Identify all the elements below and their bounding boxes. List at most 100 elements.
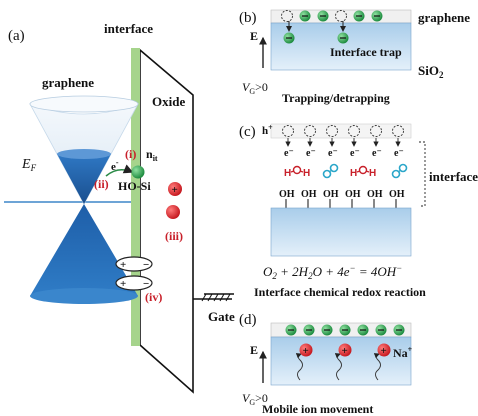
panel-d-label: (d): [239, 312, 257, 328]
electron-d-6: [375, 324, 387, 336]
electron-d-5: [357, 324, 369, 336]
hydroxyl-3: OH: [323, 189, 339, 200]
sodium-ion-3: +: [373, 343, 391, 381]
electron-b-1: [299, 10, 311, 22]
panel-b-label: (b): [239, 10, 257, 26]
gate-label: Gate: [208, 309, 235, 324]
panel-d: (d) + + + Na+ E V: [239, 312, 413, 416]
marker-ii: (ii): [94, 177, 109, 191]
hole-c-6: [392, 125, 404, 137]
dipole-2: + −: [115, 275, 153, 291]
marker-i: (i): [125, 147, 136, 161]
hole-c-5: [370, 125, 382, 137]
svg-text:+: +: [120, 278, 126, 290]
hydroxyl-2: OH: [301, 189, 317, 200]
svg-text:+: +: [381, 345, 387, 357]
electron-arrows-c: [285, 138, 401, 147]
detrapped-site-b-1: [281, 10, 293, 22]
efield-label-b: E: [250, 29, 258, 43]
oxide-ion-2: [166, 205, 180, 219]
svg-text:H: H: [303, 168, 310, 179]
electron-c-1: e⁻: [284, 148, 294, 159]
graphene-layer-c: [270, 123, 412, 139]
hole-row-c: [282, 125, 404, 137]
marker-iii: (iii): [165, 229, 183, 243]
graphene-label-b: graphene: [418, 10, 470, 25]
interface-label-c: interface: [429, 169, 478, 184]
trapped-electron-b-2: [337, 32, 349, 44]
svg-text:+: +: [120, 259, 126, 271]
hydroxyl-bonds: [285, 199, 397, 208]
hole-c-4: [348, 125, 360, 137]
electron-row-d: [285, 324, 405, 336]
detrapped-site-b-2: [335, 10, 347, 22]
trapped-electron-b-1: [283, 32, 295, 44]
interface-label-a: interface: [104, 21, 153, 36]
ef-label: EF: [21, 157, 37, 173]
hydroxyl-5: OH: [367, 189, 383, 200]
interface-trap-electron: [131, 165, 145, 179]
oxygen-molecule-1: [322, 163, 339, 179]
gate-ground-symbol: [193, 293, 234, 302]
oxide-ion-1: +: [168, 182, 182, 196]
hydroxyl-4: OH: [345, 189, 361, 200]
electron-label-a: e-: [111, 158, 119, 173]
electron-c-5: e⁻: [372, 148, 382, 159]
svg-text:−: −: [143, 278, 149, 290]
marker-iv: (iv): [145, 290, 162, 304]
hole-c-3: [326, 125, 338, 137]
caption-d: Mobile ion movement: [262, 402, 373, 416]
electron-d-2: [303, 324, 315, 336]
panel-c: (c) h+ e⁻ e⁻ e⁻ e⁻ e⁻ e⁻: [239, 123, 478, 299]
panel-b: (b) graphene Interface trap SiO2 E VG>0 …: [239, 9, 470, 105]
electron-c-4: e⁻: [350, 148, 360, 159]
electron-d-1: [285, 324, 297, 336]
vg-label-b: VG>0: [242, 80, 268, 96]
nit-label: nit: [146, 147, 158, 163]
oxide-slab-c: [270, 207, 412, 257]
svg-text:+: +: [342, 345, 348, 357]
electron-d-7: [393, 324, 405, 336]
svg-text:−: −: [143, 259, 149, 271]
electron-c-2: e⁻: [306, 148, 316, 159]
svg-text:H: H: [284, 168, 291, 179]
efield-label-d: E: [250, 343, 258, 357]
electron-b-3: [353, 10, 365, 22]
hole-c-1: [282, 125, 294, 137]
electron-c-3: e⁻: [328, 148, 338, 159]
hydroxyl-1: OH: [279, 189, 295, 200]
interface-strip: [131, 48, 140, 346]
electron-b-2: [317, 10, 329, 22]
graphene-label-a: graphene: [42, 75, 94, 90]
oxide-label: Oxide: [152, 94, 185, 109]
caption-c: Interface chemical redox reaction: [254, 285, 426, 299]
redox-equation: O2 + 2H2O + 4e− = 4OH−: [263, 263, 402, 281]
dirac-cone-lower: [30, 204, 138, 304]
electron-d-3: [321, 324, 333, 336]
dirac-cone-upper: [29, 95, 139, 205]
electron-d-4: [339, 324, 351, 336]
electron-transfer-arrow: [105, 164, 134, 177]
hydroxyl-row: OH OH OH OH OH OH: [279, 189, 405, 200]
vg-label-d: VG>0: [242, 391, 268, 407]
panel-a-label: (a): [8, 28, 25, 44]
svg-text:H: H: [350, 168, 357, 179]
water-molecule-1: H H: [284, 165, 310, 179]
dipole-1: + −: [115, 256, 153, 272]
hole-c-2: [304, 125, 316, 137]
sodium-ion-2: +: [334, 343, 352, 381]
panel-c-label: (c): [239, 124, 256, 140]
oxygen-molecule-2: [391, 163, 408, 179]
interface-bracket: [419, 141, 426, 207]
svg-text:+: +: [303, 345, 309, 357]
electron-b-4: [371, 10, 383, 22]
interface-trap-label: Interface trap: [330, 45, 402, 59]
panel-a: (a) interface graphene Oxide EF e- nit (…: [4, 21, 235, 394]
svg-text:H: H: [369, 168, 376, 179]
hole-label: h+: [262, 123, 273, 137]
sio2-label-b: SiO2: [418, 63, 444, 80]
sodium-ion-1: +: [295, 343, 313, 381]
electron-c-6: e⁻: [394, 148, 404, 159]
caption-b: Trapping/detrapping: [282, 91, 390, 105]
